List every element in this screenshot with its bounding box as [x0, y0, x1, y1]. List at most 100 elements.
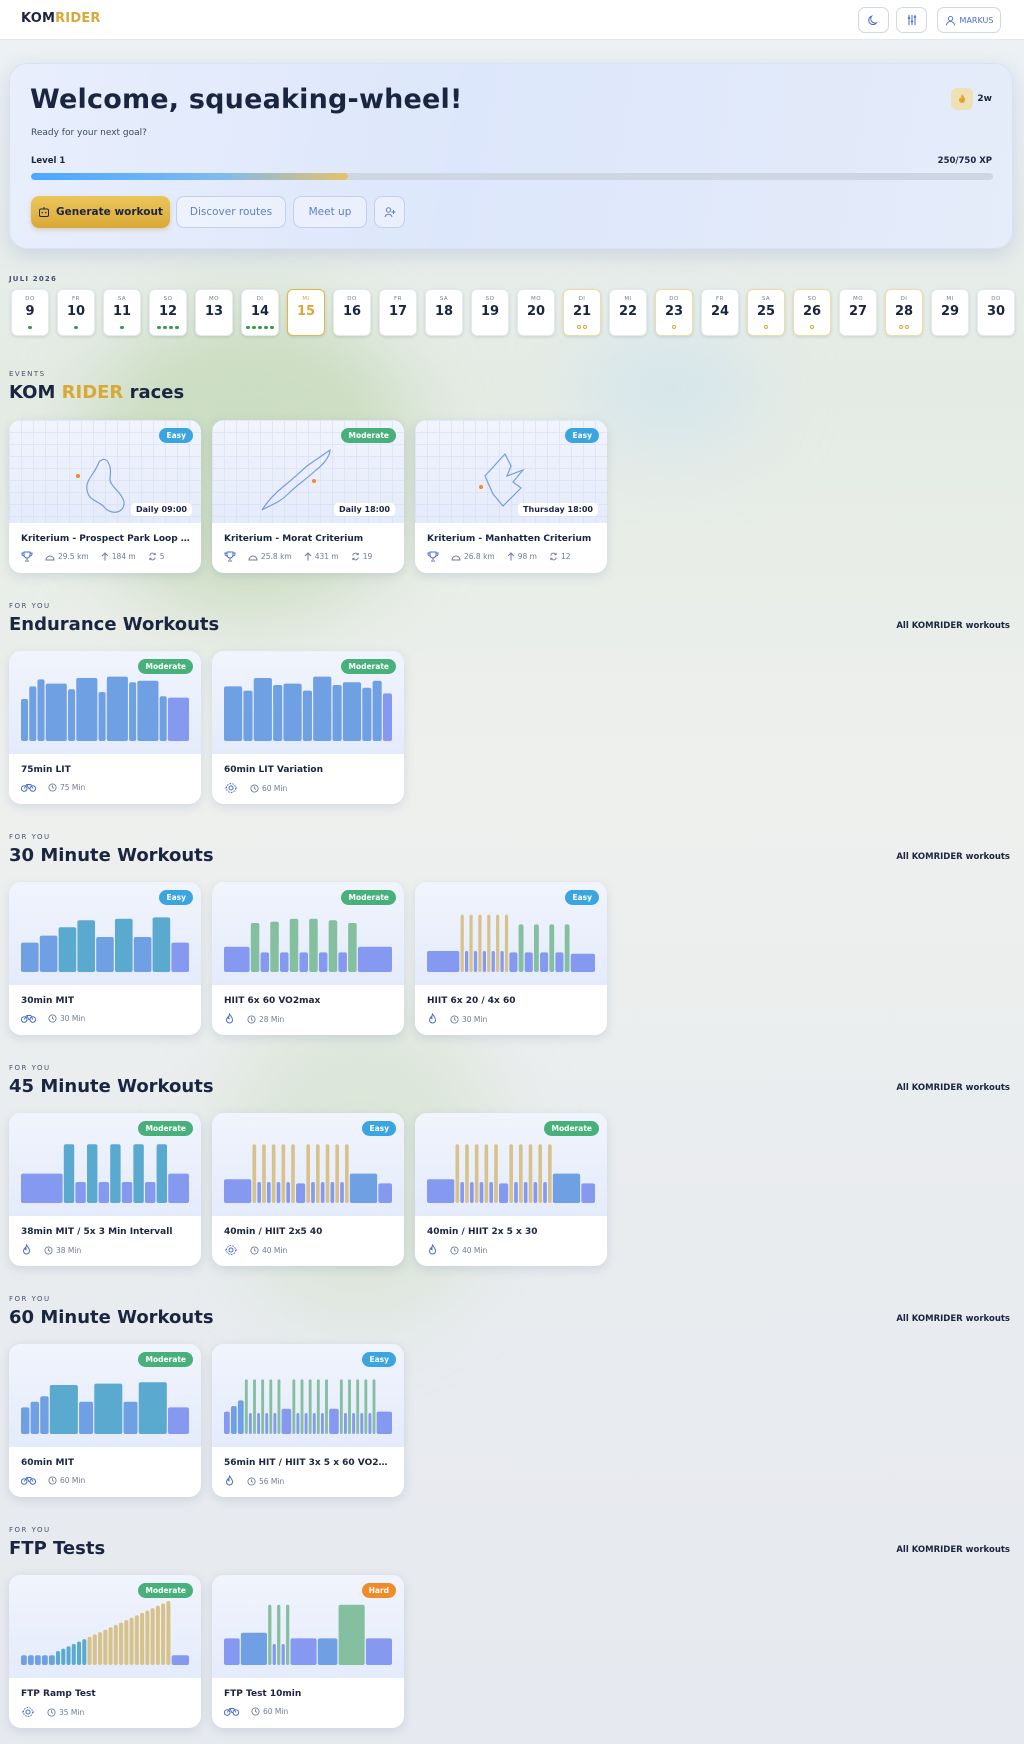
add-friend-button[interactable]	[374, 196, 405, 228]
race-card[interactable]: Easy Daily 09:00 Kriterium - Prospect Pa…	[9, 420, 201, 573]
workout-duration: 75 Min	[48, 783, 85, 792]
all-workouts-link[interactable]: All KOMRIDER workouts	[896, 1314, 1010, 1324]
interval-bar	[479, 1182, 484, 1203]
interval-bar	[316, 1379, 320, 1434]
calendar-day-30[interactable]: DO 30	[977, 289, 1015, 336]
interval-bar	[121, 1182, 133, 1203]
workout-card[interactable]: Hard FTP Test 10min 60 Min	[212, 1575, 404, 1728]
workout-card[interactable]: Moderate 38min MIT / 5x 3 Min Intervall …	[9, 1113, 201, 1266]
day-number: 9	[25, 304, 35, 319]
calendar-day-27[interactable]: MO 27	[839, 289, 877, 336]
section-eyebrow: FOR YOU	[9, 1295, 51, 1303]
calendar-day-28[interactable]: DI 28	[885, 289, 923, 336]
workout-type	[20, 1013, 37, 1023]
calendar-day-18[interactable]: SA 18	[425, 289, 463, 336]
calendar-day-26[interactable]: SO 26	[793, 289, 831, 336]
interval-bar	[68, 689, 76, 741]
race-card[interactable]: Moderate Daily 18:00 Kriterium - Morat C…	[212, 420, 404, 573]
discover-routes-button[interactable]: Discover routes	[176, 196, 286, 228]
calendar-day-24[interactable]: FR 24	[701, 289, 739, 336]
calendar-day-23[interactable]: DO 23	[655, 289, 693, 336]
calendar-day-21[interactable]: DI 21	[563, 289, 601, 336]
workout-card[interactable]: Easy 56min HIT / HIIT 3x 5 x 60 VO2max 5…	[212, 1344, 404, 1497]
interval-bar	[330, 1182, 335, 1203]
workout-profile: Easy	[9, 882, 201, 985]
workout-card[interactable]: Easy 30min MIT 30 Min	[9, 882, 201, 1035]
elevation: 431 m	[304, 552, 339, 561]
workout-card[interactable]: Moderate 75min LIT 75 Min	[9, 651, 201, 804]
calendar-day-13[interactable]: MO 13	[195, 289, 233, 336]
interval-bar	[87, 1636, 92, 1665]
workout-meta: 56 Min	[224, 1474, 284, 1487]
app-logo[interactable]: KOMRIDER	[21, 11, 101, 26]
section-header: FOR YOU Endurance Workouts	[9, 602, 219, 635]
interval-bar	[332, 685, 342, 741]
all-workouts-link[interactable]: All KOMRIDER workouts	[896, 621, 1010, 631]
workout-card[interactable]: Moderate FTP Ramp Test 35 Min	[9, 1575, 201, 1728]
calendar-day-25[interactable]: SA 25	[747, 289, 785, 336]
interval-bar	[312, 1413, 316, 1434]
interval-bar	[325, 1379, 328, 1434]
interval-bar	[349, 1173, 378, 1203]
section-header-races: EVENTS KOM RIDER races	[9, 370, 184, 403]
day-weekday: SA	[761, 296, 771, 302]
interval-bar	[338, 1604, 365, 1665]
section-eyebrow: FOR YOU	[9, 1064, 51, 1072]
interval-bar	[356, 1379, 360, 1434]
workout-meta: 30 Min	[20, 1013, 85, 1023]
interval-bar	[291, 1144, 295, 1203]
interval-bar	[224, 946, 250, 972]
interval-bar	[94, 1383, 123, 1434]
theme-toggle-button[interactable]	[858, 7, 889, 33]
calendar-day-10[interactable]: FR 10	[57, 289, 95, 336]
workout-card[interactable]: Moderate 60min LIT Variation 60 Min	[212, 651, 404, 804]
calendar-month: JULI 2026	[9, 275, 58, 283]
interval-bar	[494, 1144, 498, 1203]
workout-meta: 28 Min	[224, 1012, 284, 1025]
interval-bar	[248, 1413, 252, 1434]
calendar-day-29[interactable]: MI 29	[931, 289, 969, 336]
calendar-day-22[interactable]: MI 22	[609, 289, 647, 336]
day-weekday: DI	[256, 296, 264, 302]
calendar-day-20[interactable]: MO 20	[517, 289, 555, 336]
day-number: 22	[618, 304, 638, 319]
interval-bar	[133, 937, 152, 972]
workout-type	[224, 782, 238, 794]
workout-card[interactable]: Moderate HIIT 6x 60 VO2max 28 Min	[212, 882, 404, 1035]
calendar-day-16[interactable]: DO 16	[333, 289, 371, 336]
day-number: 16	[342, 304, 362, 319]
calendar-day-15[interactable]: MI 15	[287, 289, 325, 336]
generate-workout-button[interactable]: Generate workout	[31, 196, 170, 228]
all-workouts-link[interactable]: All KOMRIDER workouts	[896, 852, 1010, 862]
interval-bar	[30, 1401, 40, 1434]
all-workouts-link[interactable]: All KOMRIDER workouts	[896, 1083, 1010, 1093]
interval-bar	[166, 1601, 171, 1665]
interval-bar	[75, 1182, 86, 1203]
workout-card[interactable]: Easy 40min / HIIT 2x5 40 40 Min	[212, 1113, 404, 1266]
calendar-day-9[interactable]: DO 9	[11, 289, 49, 336]
level-label: Level 1	[31, 156, 66, 166]
workout-card[interactable]: Moderate 60min MIT 60 Min	[9, 1344, 201, 1497]
interval-bar	[48, 1655, 55, 1665]
race-card[interactable]: Easy Thursday 18:00 Kriterium - Manhatte…	[415, 420, 607, 573]
interval-bar	[335, 1144, 339, 1203]
settings-sliders-button[interactable]	[896, 7, 927, 33]
workout-meta: 30 Min	[427, 1012, 487, 1025]
calendar-day-17[interactable]: FR 17	[379, 289, 417, 336]
calendar-day-11[interactable]: SA 11	[103, 289, 141, 336]
user-menu-button[interactable]: MARKUS	[937, 7, 1001, 33]
meet-up-button[interactable]: Meet up	[293, 196, 367, 228]
interval-bar	[21, 699, 29, 741]
workout-card[interactable]: Easy HIIT 6x 20 / 4x 60 30 Min	[415, 882, 607, 1035]
interval-bar	[41, 1655, 48, 1665]
interval-bar	[306, 1144, 310, 1203]
section-title: Endurance Workouts	[9, 614, 220, 635]
calendar-day-19[interactable]: SO 19	[471, 289, 509, 336]
all-workouts-link[interactable]: All KOMRIDER workouts	[896, 1545, 1010, 1555]
calendar-day-12[interactable]: SO 12	[149, 289, 187, 336]
workout-card[interactable]: Moderate 40min / HIIT 2x 5 x 30 40 Min	[415, 1113, 607, 1266]
calendar-day-14[interactable]: DI 14	[241, 289, 279, 336]
interval-bar	[123, 1401, 138, 1434]
day-weekday: DO	[25, 296, 35, 302]
interval-bar	[376, 1411, 392, 1434]
